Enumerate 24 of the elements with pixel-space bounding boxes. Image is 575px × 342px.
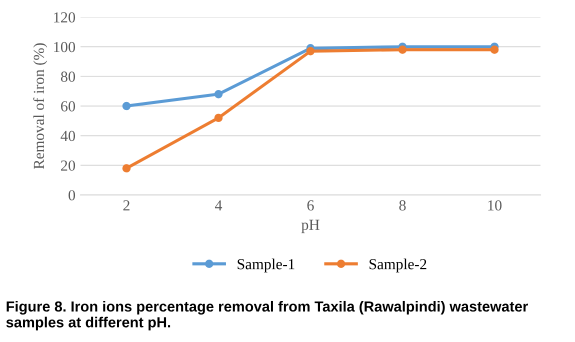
point bbox=[214, 90, 223, 98]
y-axis-title: Removal of iron (%) bbox=[33, 43, 48, 170]
point bbox=[214, 114, 223, 122]
y-tick-label: 20 bbox=[61, 160, 76, 171]
x-tick-label: 10 bbox=[488, 200, 502, 211]
point bbox=[122, 164, 131, 172]
y-tick-label: 60 bbox=[61, 101, 76, 112]
x-tick-label: 4 bbox=[214, 200, 222, 210]
point bbox=[306, 47, 315, 56]
point bbox=[122, 102, 131, 110]
point bbox=[398, 46, 407, 54]
legend-label: Sample-1 bbox=[238, 258, 294, 272]
y-tick-label: 0 bbox=[68, 190, 76, 200]
x-tick-label: 8 bbox=[399, 200, 406, 211]
y-tick-label: 100 bbox=[54, 42, 76, 52]
y-tick-label: 120 bbox=[54, 12, 76, 23]
caption: Figure 8. Iron ions percentage removal from Taxila (Rawalpindi) wastewater samples at different pH. bbox=[6, 300, 528, 330]
y-tick-label: 40 bbox=[60, 130, 76, 142]
point bbox=[490, 46, 499, 54]
legend-label: Sample-2 bbox=[370, 258, 426, 272]
x-tick-label: 6 bbox=[307, 200, 314, 211]
x-axis-title: pH bbox=[301, 220, 320, 234]
y-tick-label: 80 bbox=[60, 72, 76, 82]
x-tick-label: 2 bbox=[123, 200, 130, 210]
